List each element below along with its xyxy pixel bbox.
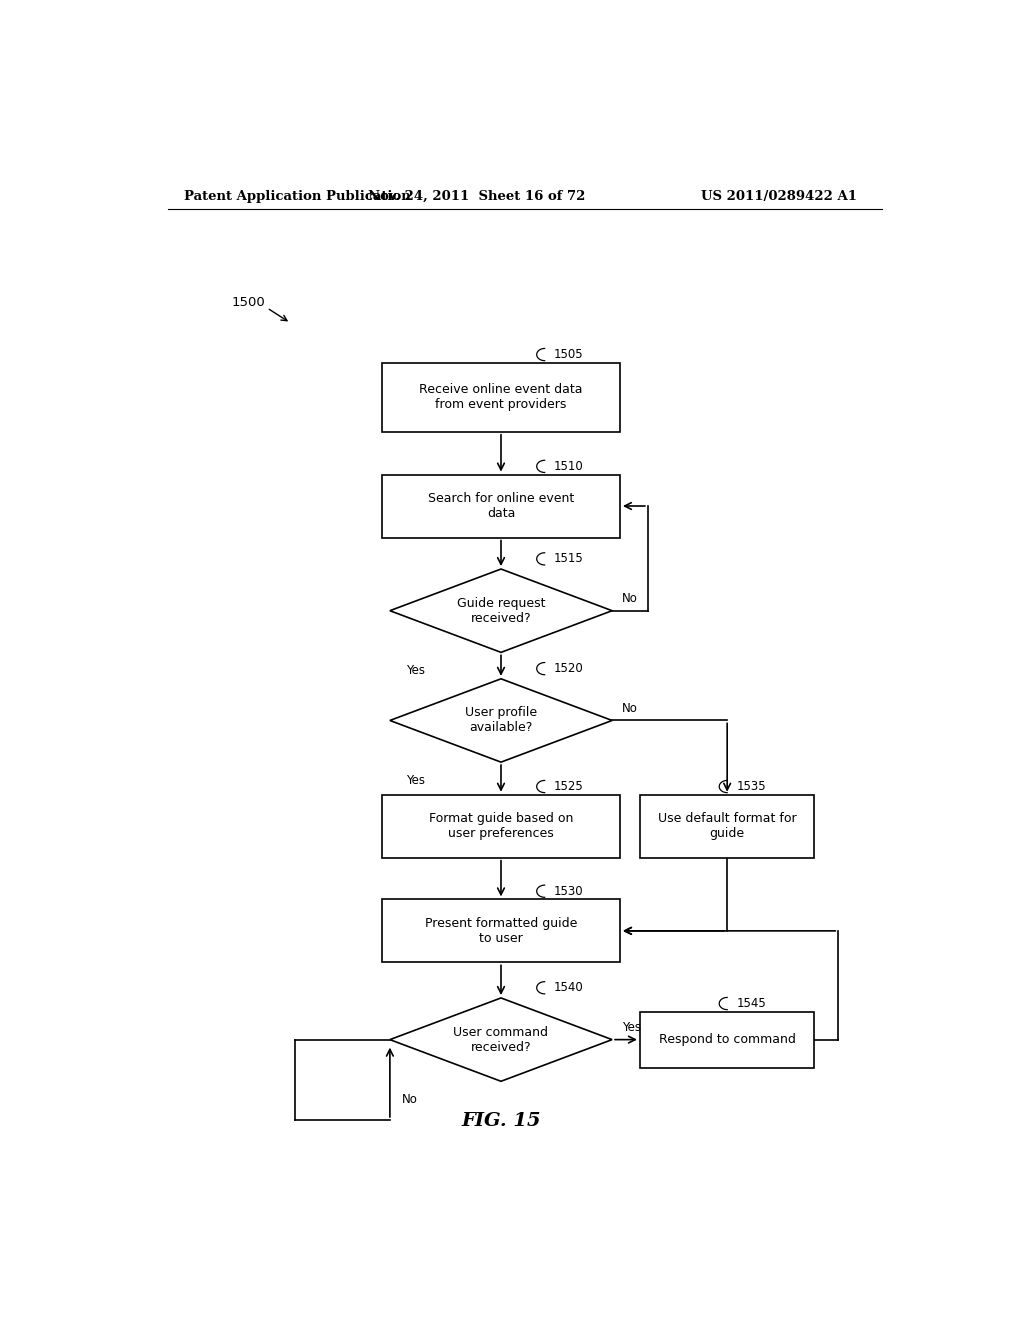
Text: 1500: 1500 [231,296,265,309]
Text: Yes: Yes [622,1020,641,1034]
Text: 1545: 1545 [736,997,766,1010]
FancyBboxPatch shape [382,795,620,858]
Text: Present formatted guide
to user: Present formatted guide to user [425,917,578,945]
Text: Yes: Yes [406,664,425,677]
FancyBboxPatch shape [382,899,620,962]
Polygon shape [390,569,612,652]
Text: No: No [622,591,638,605]
Text: User command
received?: User command received? [454,1026,549,1053]
Text: Guide request
received?: Guide request received? [457,597,545,624]
FancyBboxPatch shape [640,1011,814,1068]
Text: FIG. 15: FIG. 15 [461,1111,541,1130]
Text: 1505: 1505 [554,348,584,362]
Text: US 2011/0289422 A1: US 2011/0289422 A1 [700,190,857,202]
Text: 1520: 1520 [554,663,584,675]
Text: User profile
available?: User profile available? [465,706,537,734]
Text: 1535: 1535 [736,780,766,793]
Text: Respond to command: Respond to command [658,1034,796,1047]
Text: 1525: 1525 [554,780,584,793]
Polygon shape [390,998,612,1081]
Polygon shape [390,678,612,762]
Text: Yes: Yes [406,774,425,787]
Text: Nov. 24, 2011  Sheet 16 of 72: Nov. 24, 2011 Sheet 16 of 72 [369,190,586,202]
Text: No: No [401,1093,418,1106]
Text: 1530: 1530 [554,884,584,898]
Text: Patent Application Publication: Patent Application Publication [183,190,411,202]
Text: Use default format for
guide: Use default format for guide [657,812,797,840]
Text: Receive online event data
from event providers: Receive online event data from event pro… [419,383,583,412]
Text: Format guide based on
user preferences: Format guide based on user preferences [429,812,573,840]
Text: No: No [622,702,638,714]
Text: Search for online event
data: Search for online event data [428,492,574,520]
FancyBboxPatch shape [382,474,620,537]
Text: 1540: 1540 [554,981,584,994]
Text: 1510: 1510 [554,459,584,473]
FancyBboxPatch shape [640,795,814,858]
FancyBboxPatch shape [382,363,620,432]
Text: 1515: 1515 [554,552,584,565]
